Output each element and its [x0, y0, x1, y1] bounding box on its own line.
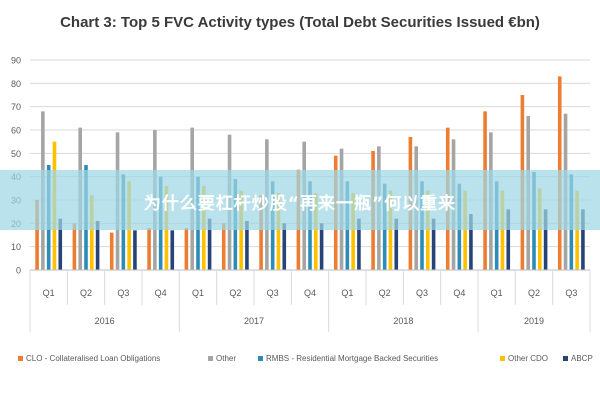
chart-title: Chart 3: Top 5 FVC Activity types (Total…: [60, 14, 540, 31]
bar: [221, 223, 226, 270]
bar: [207, 218, 212, 270]
year-label: 2017: [244, 316, 264, 326]
bar: [35, 200, 39, 270]
y-tick-label: 60: [11, 126, 21, 136]
bar: [319, 223, 324, 270]
year-label: 2018: [393, 316, 413, 326]
x-tick-label: Q1: [341, 288, 353, 298]
year-label: 2019: [524, 316, 544, 326]
bar: [388, 190, 393, 270]
bar: [239, 190, 243, 270]
y-tick-label: 70: [11, 102, 21, 112]
x-tick-label: Q3: [117, 288, 129, 298]
y-tick-label: 10: [11, 242, 21, 252]
x-tick-label: Q2: [379, 288, 391, 298]
bar: [469, 214, 473, 270]
bar: [357, 218, 361, 270]
x-tick-label: Q3: [416, 288, 428, 298]
x-tick-label: Q4: [155, 288, 167, 298]
legend: CLO - Collateralised Loan Obligations Oth…: [18, 354, 593, 363]
bar: [426, 190, 430, 270]
legend-label: Other CDO: [508, 354, 548, 363]
legend-label: CLO - Collateralised Loan Obligations: [26, 354, 160, 363]
legend-swatch: [563, 356, 568, 361]
bar: [500, 190, 505, 270]
bar: [431, 218, 436, 270]
x-tick-label: Q3: [267, 288, 279, 298]
legend-label: RMBS - Residential Mortgage Backed Secur…: [266, 354, 438, 363]
x-tick-label: Q3: [565, 288, 577, 298]
bar: [282, 223, 287, 270]
legend-swatch: [258, 356, 263, 361]
bar: [245, 221, 249, 270]
legend-label: ABCP: [571, 354, 593, 363]
y-tick-label: 80: [11, 79, 21, 89]
legend-swatch: [18, 356, 23, 361]
bar: [95, 221, 100, 270]
overlay-banner: [0, 170, 600, 230]
bar: [463, 190, 467, 270]
bar: [259, 195, 263, 270]
year-label: 2016: [95, 316, 115, 326]
bar: [351, 193, 355, 270]
bar: [58, 218, 63, 270]
overlay-text: 为什么要杠杆炒股“再来一瓶”何以重来: [143, 194, 457, 214]
legend-swatch: [208, 356, 213, 361]
bar: [506, 209, 511, 270]
bar: [276, 193, 281, 270]
y-tick-label: 90: [11, 56, 21, 66]
legend-swatch: [500, 356, 505, 361]
x-tick-label: Q1: [192, 288, 204, 298]
legend-label: Other: [216, 354, 236, 363]
bar: [575, 190, 579, 270]
bar: [581, 209, 585, 270]
bar: [170, 230, 175, 270]
x-tick-label: Q1: [491, 288, 503, 298]
x-tick-label: Q4: [304, 288, 316, 298]
x-tick-label: Q2: [229, 288, 241, 298]
x-tick-label: Q1: [43, 288, 55, 298]
y-tick-label: 0: [16, 266, 21, 276]
bar: [147, 228, 151, 270]
x-tick-label: Q2: [80, 288, 92, 298]
bar: [543, 209, 548, 270]
bar: [184, 228, 189, 270]
bar: [109, 232, 114, 270]
bar: [394, 218, 399, 270]
bar: [133, 230, 137, 270]
x-tick-label: Q2: [528, 288, 540, 298]
y-tick-label: 50: [11, 149, 21, 159]
bar: [90, 195, 94, 270]
bar: [72, 223, 77, 270]
x-tick-label: Q4: [453, 288, 465, 298]
bar: [314, 193, 318, 270]
